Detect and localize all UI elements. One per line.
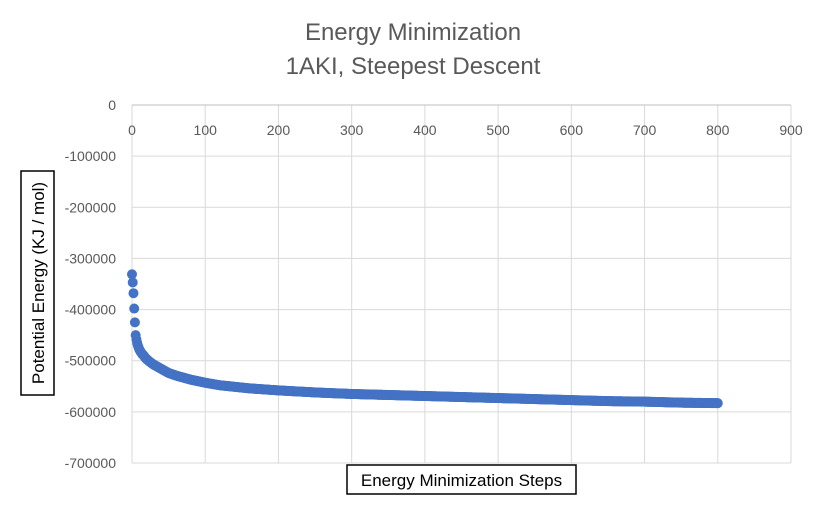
- x-tick-label: 300: [340, 122, 364, 138]
- x-tick-label: 0: [128, 122, 136, 138]
- y-tick-label: -400000: [65, 302, 117, 318]
- y-tick-label: -200000: [65, 199, 117, 215]
- y-tick-label: -100000: [65, 148, 117, 164]
- data-point: [712, 398, 723, 409]
- x-axis-title-box: [346, 464, 577, 495]
- chart-subtitle: 1AKI, Steepest Descent: [286, 53, 541, 80]
- chart-title: Energy Minimization: [305, 19, 521, 46]
- x-tick-label: 400: [413, 122, 437, 138]
- x-tick-label: 600: [560, 122, 584, 138]
- y-axis-title: Potential Energy (KJ / mol): [29, 182, 48, 384]
- y-axis-title-group: Potential Energy (KJ / mol): [20, 170, 55, 396]
- x-tick-label: 100: [194, 122, 218, 138]
- data-point: [127, 277, 138, 288]
- y-tick-label: -700000: [65, 455, 117, 471]
- y-tick-label: -500000: [65, 353, 117, 369]
- data-point: [129, 303, 140, 314]
- y-axis-tick-labels: 0 -100000 -200000 -300000 -400000 -500000 -600…: [65, 97, 117, 471]
- x-axis-title-group: Energy Minimization Steps: [346, 464, 577, 495]
- x-tick-label: 200: [267, 122, 291, 138]
- x-tick-label: 500: [486, 122, 510, 138]
- x-tick-label: 900: [779, 122, 803, 138]
- x-axis-title: Energy Minimization Steps: [361, 471, 562, 490]
- y-tick-label: 0: [108, 97, 116, 113]
- data-point: [129, 317, 140, 328]
- data-series: [127, 269, 723, 409]
- data-point: [128, 288, 139, 299]
- x-tick-label: 800: [706, 122, 730, 138]
- grid: [131, 104, 792, 464]
- y-tick-label: -600000: [65, 404, 117, 420]
- data-point: [127, 269, 137, 280]
- x-axis-tick-labels: 0 100 200 300 400 500 600 700 800 900: [128, 122, 803, 138]
- y-axis-title-box: [20, 170, 55, 396]
- x-tick-label: 700: [633, 122, 657, 138]
- y-tick-label: -300000: [65, 250, 117, 266]
